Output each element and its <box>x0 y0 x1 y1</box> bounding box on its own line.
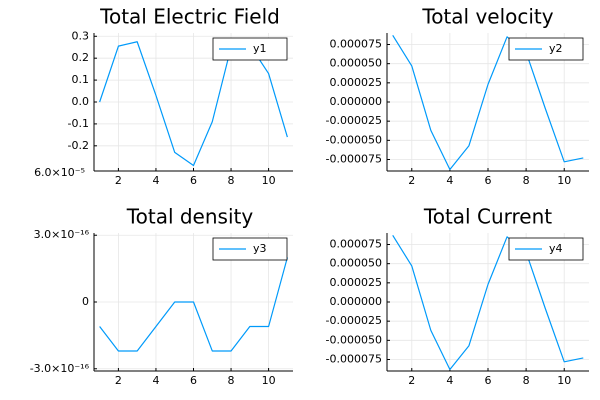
x-tick-label: 4 <box>152 174 159 187</box>
y-tick-label: -0.000025 <box>326 314 382 327</box>
y-offset-label: 6.0×10⁻⁵ <box>34 166 85 179</box>
y-tick-label: 0.000000 <box>330 295 383 308</box>
x-tick-label: 2 <box>115 374 122 387</box>
x-tick-label: 4 <box>446 174 453 187</box>
chart-title: Total Current <box>423 205 552 229</box>
chart-title: Total velocity <box>421 5 553 29</box>
y-tick-label: 0.000075 <box>330 238 383 251</box>
x-tick-label: 6 <box>190 374 197 387</box>
x-tick-label: 2 <box>408 174 415 187</box>
y-tick-label: 0.000025 <box>330 276 383 289</box>
legend-box <box>212 237 288 261</box>
x-tick-label: 10 <box>557 374 571 387</box>
chart-title: Total Electric Field <box>99 5 280 29</box>
y-tick-label: -0.000075 <box>326 153 382 166</box>
x-tick-label: 8 <box>228 374 235 387</box>
y-tick-label: -0.1 <box>68 117 89 130</box>
y-tick-label: 0 <box>82 295 89 308</box>
legend: y4 <box>508 237 584 261</box>
series-line-y4 <box>392 234 584 371</box>
x-tick-label: 10 <box>262 174 276 187</box>
y-tick-label: 0.0 <box>72 95 90 108</box>
legend-label: y1 <box>253 42 267 55</box>
series-line-y3 <box>99 257 288 352</box>
panel-velocity: Total velocity 2 4 6 8 10 0.000075 0.000050 0.00… <box>326 5 589 187</box>
chart-title: Total density <box>126 205 254 229</box>
x-tick-label: 10 <box>262 374 276 387</box>
y-tick-label: 0.000000 <box>330 95 383 108</box>
y-tick-label: 0.1 <box>72 73 90 86</box>
x-tick-label: 2 <box>115 174 122 187</box>
y-tick-label: -0.000050 <box>326 133 382 146</box>
x-tick-label: 6 <box>485 174 492 187</box>
legend-box <box>212 37 288 61</box>
legend-label: y2 <box>549 42 563 55</box>
y-tick-label: 0.000050 <box>330 57 383 70</box>
y-tick-label: -0.000050 <box>326 333 382 346</box>
series-line-y2 <box>392 34 584 171</box>
x-tick-label: 6 <box>485 374 492 387</box>
y-tick-label: 0.000025 <box>330 76 383 89</box>
legend-box <box>508 237 584 261</box>
y-tick-label: 0.3 <box>72 29 90 42</box>
y-tick-label: -3.0×10⁻¹⁶ <box>30 362 90 375</box>
panel-density: Total density 2 4 6 8 10 3.0×10⁻¹⁶ 0 -3.0×10⁻¹⁶ y… <box>30 205 293 387</box>
y-tick-label: -0.000025 <box>326 114 382 127</box>
x-tick-label: 4 <box>446 374 453 387</box>
x-tick-label: 8 <box>523 174 530 187</box>
legend-label: y4 <box>549 242 563 255</box>
x-tick-label: 8 <box>228 174 235 187</box>
legend: y3 <box>212 237 288 261</box>
x-tick-label: 6 <box>190 174 197 187</box>
panel-electric-field: Total Electric Field 2 4 6 8 10 0.3 0.2 0.1 0.0 -0… <box>34 5 293 187</box>
y-tick-label: 0.000050 <box>330 257 383 270</box>
x-tick-label: 2 <box>408 374 415 387</box>
legend-label: y3 <box>253 242 267 255</box>
y-tick-label: 3.0×10⁻¹⁶ <box>34 228 90 241</box>
x-tick-label: 8 <box>523 374 530 387</box>
y-tick-label: 0.2 <box>72 51 90 64</box>
legend: y2 <box>508 37 584 61</box>
x-tick-label: 10 <box>557 174 571 187</box>
y-tick-label: 0.000075 <box>330 38 383 51</box>
legend: y1 <box>212 37 288 61</box>
y-tick-label: -0.000075 <box>326 353 382 366</box>
y-tick-label: -0.2 <box>68 139 89 152</box>
legend-box <box>508 37 584 61</box>
panel-current: Total Current 2 4 6 8 10 0.000075 0.000050 0.000… <box>326 205 589 387</box>
x-tick-label: 4 <box>152 374 159 387</box>
